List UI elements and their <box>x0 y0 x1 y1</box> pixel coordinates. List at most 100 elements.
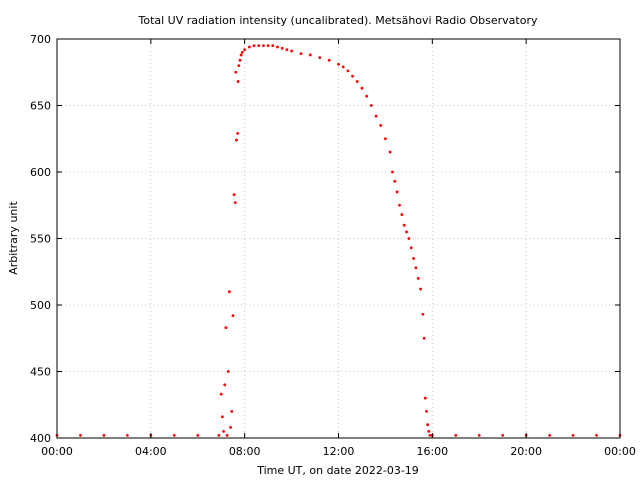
data-point <box>280 46 284 50</box>
data-point <box>416 277 420 280</box>
data-point <box>222 429 225 433</box>
data-point <box>232 193 236 197</box>
data-point <box>318 56 322 60</box>
data-point <box>79 433 82 437</box>
data-point <box>398 203 401 207</box>
data-point <box>337 62 340 66</box>
data-point <box>239 53 243 57</box>
x-axis-label: Time UT, on date 2022-03-19 <box>256 464 419 477</box>
data-point <box>240 50 244 54</box>
data-point <box>229 425 232 429</box>
data-point <box>341 65 345 69</box>
x-tick-label: 16:00 <box>416 445 448 458</box>
data-point <box>266 44 270 48</box>
data-point <box>351 74 354 78</box>
data-point <box>236 132 240 135</box>
data-point <box>231 314 235 318</box>
x-tick-label: 00:00 <box>41 445 73 458</box>
data-point <box>423 396 427 400</box>
data-points <box>55 44 622 437</box>
data-point <box>276 45 279 49</box>
data-point <box>308 53 312 57</box>
data-point <box>548 433 552 437</box>
x-tick-label: 08:00 <box>229 445 261 458</box>
data-point <box>252 44 256 48</box>
data-point <box>224 326 228 330</box>
data-point <box>369 104 373 107</box>
data-point <box>238 58 242 62</box>
x-tick-label: 04:00 <box>135 445 167 458</box>
x-tick-label: 12:00 <box>323 445 355 458</box>
data-point <box>501 433 505 437</box>
data-point <box>391 170 394 174</box>
data-point <box>262 44 265 48</box>
data-point <box>225 433 229 437</box>
y-axis-label: Arbitrary unit <box>7 201 20 275</box>
data-point <box>346 69 350 73</box>
data-point <box>230 410 234 413</box>
grid-lines <box>57 39 620 438</box>
data-point <box>374 114 378 118</box>
data-point <box>412 257 415 260</box>
data-point <box>228 290 231 294</box>
data-point <box>233 201 237 204</box>
data-point <box>236 80 240 83</box>
data-point <box>327 58 331 62</box>
data-point <box>271 44 275 48</box>
data-point <box>400 213 404 216</box>
y-tick-label: 400 <box>30 432 51 445</box>
data-point <box>426 423 430 427</box>
data-point <box>285 48 289 52</box>
data-point <box>360 86 364 90</box>
data-point <box>427 429 431 433</box>
data-point <box>243 48 247 52</box>
data-point <box>257 44 261 48</box>
data-point <box>355 80 359 83</box>
data-point <box>102 433 106 437</box>
y-tick-label: 650 <box>30 100 51 113</box>
y-tick-label: 450 <box>30 366 51 379</box>
data-point <box>226 370 230 373</box>
data-point <box>299 52 303 56</box>
data-point <box>388 150 392 154</box>
y-axis-ticks: 400 450 500 550 600 650 700 <box>30 33 620 445</box>
data-point <box>414 266 418 270</box>
data-point <box>290 49 293 53</box>
data-point <box>172 433 176 437</box>
y-tick-label: 550 <box>30 233 51 246</box>
data-point <box>237 64 241 67</box>
data-point <box>428 433 432 437</box>
y-tick-label: 700 <box>30 33 51 46</box>
data-point <box>409 246 413 250</box>
chart-title: Total UV radiation intensity (uncalibrat… <box>138 14 538 27</box>
data-point <box>425 410 428 413</box>
data-point <box>196 433 200 437</box>
data-point <box>407 237 411 240</box>
data-point <box>247 45 251 49</box>
data-point <box>571 433 575 437</box>
data-point <box>402 223 406 227</box>
data-point <box>393 179 397 183</box>
x-axis-ticks: 00:00 04:00 08:00 12:00 16:00 20:00 00:00 <box>41 39 636 458</box>
data-point <box>125 433 129 437</box>
x-tick-label: 20:00 <box>510 445 542 458</box>
data-point <box>454 433 458 437</box>
data-point <box>477 433 481 437</box>
data-point <box>220 415 224 419</box>
data-point <box>365 94 369 98</box>
y-tick-label: 600 <box>30 166 51 179</box>
data-point <box>223 383 227 387</box>
data-point <box>421 312 425 316</box>
data-point <box>235 138 238 142</box>
data-point <box>234 70 238 74</box>
data-point <box>384 137 387 141</box>
data-point <box>405 230 408 234</box>
data-point <box>595 433 598 437</box>
data-point <box>217 433 221 437</box>
data-point <box>219 392 223 396</box>
y-tick-label: 500 <box>30 299 51 312</box>
data-point <box>379 124 383 127</box>
data-point <box>419 287 423 291</box>
x-tick-label: 00:00 <box>604 445 636 458</box>
